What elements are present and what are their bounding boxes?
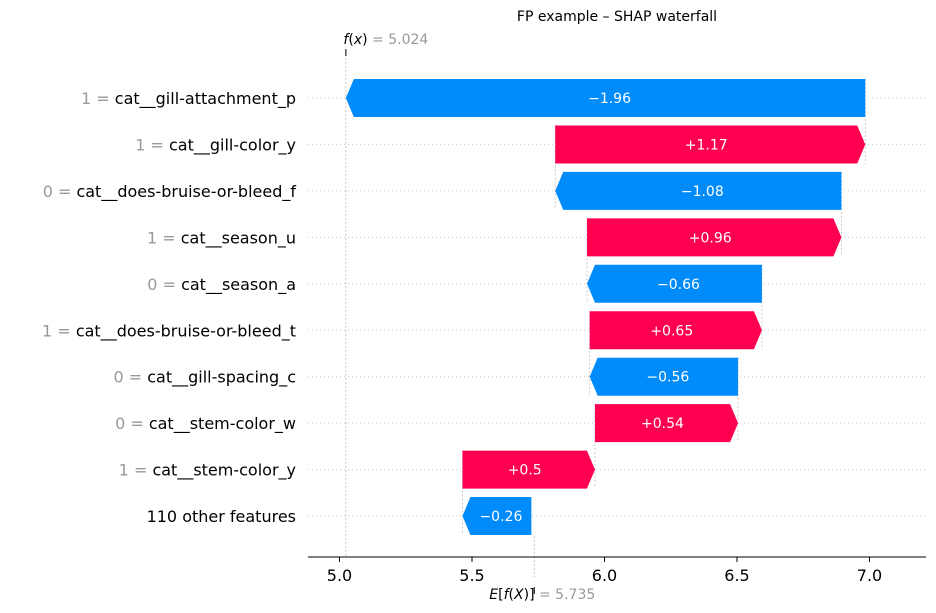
feature-name: cat__stem-color_w: [149, 414, 296, 434]
efx-part: X: [513, 587, 524, 603]
feature-value: 1 =: [119, 461, 153, 480]
fx-label: f(x) = 5.024: [343, 32, 428, 48]
bar-value-label: −1.96: [588, 91, 631, 107]
efx-annotation: E[f(X)] = 5.735: [489, 587, 595, 603]
negative-bar: [587, 264, 762, 303]
positive-bar: [587, 218, 842, 257]
efx-label: E[f(X)] = 5.735: [489, 587, 595, 603]
fx-value: = 5.024: [368, 32, 429, 48]
feature-value: 1 =: [42, 321, 76, 340]
feature-value: 1 =: [147, 228, 181, 247]
bar-value-label: +1.17: [685, 137, 728, 153]
feature-label: 0 = cat__gill-spacing_c: [113, 368, 296, 388]
fx-x: x: [353, 32, 363, 48]
feature-value: 0 =: [147, 275, 181, 294]
bar-value-label: −0.66: [657, 277, 700, 293]
feature-name: cat__does-bruise-or-bleed_t: [76, 321, 296, 341]
negative-bar: [462, 497, 532, 536]
feature-name: cat__stem-color_y: [152, 461, 296, 481]
bar-layer: −1.96 +1.17 −1.08 +0.96 −0.66 +0.65 −0.56 +0.54…: [345, 79, 866, 536]
fx-symbol: f: [343, 32, 350, 48]
feature-label: 0 = cat__season_a: [147, 275, 296, 295]
feature-name: 110 other features: [147, 507, 296, 526]
efx-part: (: [509, 587, 514, 603]
x-tick-label: 6.5: [724, 566, 749, 585]
feature-label: 1 = cat__gill-color_y: [135, 135, 296, 155]
negative-bar: [589, 357, 739, 396]
x-tick-label: 6.0: [592, 566, 617, 585]
efx-part: E: [489, 587, 498, 603]
feature-label: 1 = cat__stem-color_y: [119, 461, 296, 481]
fx-annotation: f(x) = 5.024: [343, 32, 428, 56]
feature-name: cat__gill-attachment_p: [115, 89, 296, 109]
bar-value-label: −0.56: [646, 370, 689, 386]
x-tick-label: 7.0: [857, 566, 882, 585]
efx-part: f: [504, 587, 511, 603]
positive-bar: [462, 450, 595, 489]
fx-arg: (: [348, 32, 353, 48]
feature-value: 1 =: [81, 89, 115, 108]
feature-label: 110 other features: [147, 507, 296, 526]
feature-label: 0 = cat__stem-color_w: [115, 414, 296, 434]
x-tick-label: 5.0: [327, 566, 352, 585]
feature-name: cat__season_u: [181, 228, 296, 248]
positive-bar: [594, 404, 739, 443]
feature-value: 1 =: [135, 135, 169, 154]
bar-value-label: +0.54: [641, 416, 684, 432]
feature-name: cat__season_a: [181, 275, 296, 295]
bar-value-label: −1.08: [681, 184, 724, 200]
efx-part: = 5.735: [535, 587, 596, 603]
positive-bar: [589, 311, 762, 350]
feature-name: cat__gill-color_y: [169, 135, 296, 155]
feature-name: cat__gill-spacing_c: [147, 368, 296, 388]
feature-value: 0 =: [43, 182, 77, 201]
feature-name: cat__does-bruise-or-bleed_f: [76, 182, 296, 202]
x-tick-label: 5.5: [459, 566, 484, 585]
positive-bar: [555, 125, 866, 164]
feature-value: 0 =: [115, 414, 149, 433]
bar-value-label: +0.5: [508, 463, 542, 479]
efx-part: [: [498, 587, 503, 603]
feature-label: 1 = cat__does-bruise-or-bleed_t: [42, 321, 296, 341]
feature-label: 1 = cat__season_u: [147, 228, 296, 248]
negative-bar: [555, 171, 842, 210]
feature-label: 0 = cat__does-bruise-or-bleed_f: [43, 182, 297, 202]
x-axis: 5.0 5.5 6.0 6.5 7.0: [308, 556, 926, 585]
label-layer: 1 = cat__gill-attachment_p1 = cat__gill-…: [42, 89, 296, 526]
bar-value-label: +0.65: [650, 323, 693, 339]
fx-close: ): [362, 32, 367, 48]
bar-value-label: +0.96: [689, 230, 732, 246]
feature-label: 1 = cat__gill-attachment_p: [81, 89, 296, 109]
efx-part: )]: [524, 587, 535, 603]
feature-value: 0 =: [113, 368, 147, 387]
bar-value-label: −0.26: [479, 509, 522, 525]
negative-bar: [345, 79, 866, 117]
chart-title: FP example – SHAP waterfall: [517, 9, 717, 25]
